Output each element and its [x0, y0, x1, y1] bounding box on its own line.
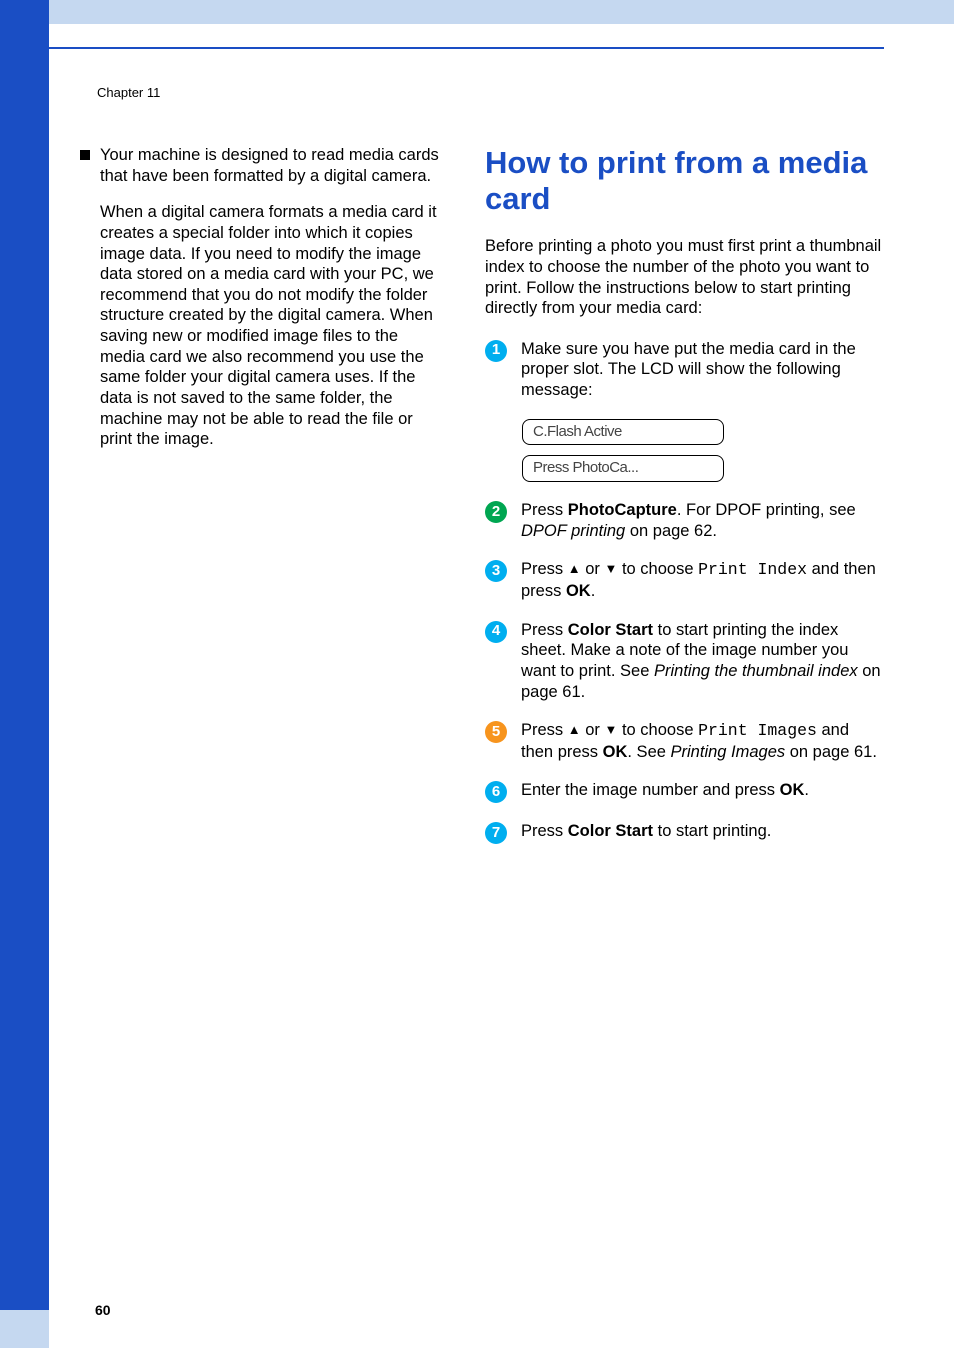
page-number: 60	[95, 1302, 111, 1318]
step-number-4: 4	[485, 621, 507, 643]
header-divider	[49, 47, 884, 49]
lcd-text-2: Press PhotoCa...	[533, 459, 638, 476]
side-accent-bottom	[0, 1310, 49, 1348]
bullet-item: Your machine is designed to read media c…	[80, 145, 440, 186]
step-6-text: Enter the image number and press OK.	[521, 780, 885, 803]
bullet-text: Your machine is designed to read media c…	[100, 145, 440, 186]
step-number-3: 3	[485, 560, 507, 582]
step-3-text: Press ▲ or ▼ to choose Print Index and t…	[521, 559, 885, 601]
step-1: 1 Make sure you have put the media card …	[485, 339, 885, 401]
step-number-2: 2	[485, 501, 507, 523]
up-arrow-icon: ▲	[568, 561, 581, 576]
step-number-5: 5	[485, 721, 507, 743]
section-title: How to print from a media card	[485, 145, 885, 216]
sub-paragraph: When a digital camera formats a media ca…	[100, 202, 440, 450]
left-column: Your machine is designed to read media c…	[80, 145, 440, 862]
chapter-label: Chapter 11	[97, 85, 160, 100]
step-7: 7 Press Color Start to start printing.	[485, 821, 885, 844]
step-5-text: Press ▲ or ▼ to choose Print Images and …	[521, 720, 885, 762]
down-arrow-icon: ▼	[604, 722, 617, 737]
step-4: 4 Press Color Start to start printing th…	[485, 620, 885, 703]
step-1-text: Make sure you have put the media card in…	[521, 339, 885, 401]
lcd-text-1: C.Flash Active	[533, 423, 622, 440]
lcd-display-1: C.Flash Active	[522, 419, 724, 446]
step-4-text: Press Color Start to start printing the …	[521, 620, 885, 703]
step-6: 6 Enter the image number and press OK.	[485, 780, 885, 803]
down-arrow-icon: ▼	[604, 561, 617, 576]
right-column: How to print from a media card Before pr…	[485, 145, 885, 862]
step-3: 3 Press ▲ or ▼ to choose Print Index and…	[485, 559, 885, 601]
side-accent-bar	[0, 0, 49, 1310]
step-number-1: 1	[485, 340, 507, 362]
header-bar	[0, 0, 954, 24]
step-7-text: Press Color Start to start printing.	[521, 821, 885, 844]
step-2: 2 Press PhotoCapture. For DPOF printing,…	[485, 500, 885, 541]
content-area: Your machine is designed to read media c…	[80, 145, 890, 862]
step-5: 5 Press ▲ or ▼ to choose Print Images an…	[485, 720, 885, 762]
up-arrow-icon: ▲	[568, 722, 581, 737]
step-number-6: 6	[485, 781, 507, 803]
step-number-7: 7	[485, 822, 507, 844]
intro-paragraph: Before printing a photo you must first p…	[485, 236, 885, 319]
lcd-display-2: Press PhotoCa...	[522, 455, 724, 482]
square-bullet-icon	[80, 150, 90, 160]
step-2-text: Press PhotoCapture. For DPOF printing, s…	[521, 500, 885, 541]
